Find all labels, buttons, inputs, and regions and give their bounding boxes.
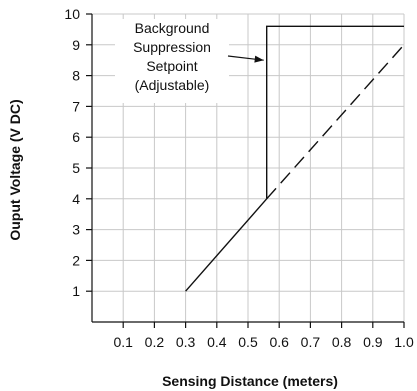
y-tick-label: 8 bbox=[72, 68, 80, 84]
grid bbox=[92, 13, 405, 322]
annotation-arrowhead bbox=[254, 55, 264, 63]
x-tick-label: 0.1 bbox=[113, 334, 133, 350]
y-tick-label: 1 bbox=[72, 283, 80, 299]
y-tick-label: 5 bbox=[72, 160, 80, 176]
annotation-text-line: Background bbox=[135, 20, 210, 36]
y-tick-label: 2 bbox=[72, 252, 80, 268]
series-line-2 bbox=[266, 44, 405, 200]
annotation-background bbox=[115, 19, 229, 103]
annotation-text-line: (Adjustable) bbox=[135, 77, 210, 93]
y-tick-label: 9 bbox=[72, 37, 80, 53]
tick-labels: 1 2 3 4 5 6 7 8 9 10 0.1 0.2 0.3 0.4 0.5 0.6 0.7 0.8 0.9 1.… bbox=[64, 6, 414, 350]
annotations: Background Suppression Setpoint (Adjustable… bbox=[115, 19, 264, 103]
x-tick-label: 0.5 bbox=[238, 334, 258, 350]
y-tick-label: 7 bbox=[72, 98, 80, 114]
x-tick-label: 0.6 bbox=[269, 334, 289, 350]
x-tick-label: 0.8 bbox=[332, 334, 352, 350]
series-line-3 bbox=[266, 25, 404, 199]
series-line-1 bbox=[185, 198, 268, 292]
x-axis-title: Sensing Distance (meters) bbox=[162, 373, 338, 389]
x-tick-label: 0.2 bbox=[145, 334, 165, 350]
y-tick-label: 10 bbox=[64, 6, 80, 22]
axes bbox=[86, 13, 405, 328]
series bbox=[185, 25, 405, 292]
x-tick-label: 0.3 bbox=[176, 334, 196, 350]
x-tick-label: 0.9 bbox=[363, 334, 383, 350]
x-tick-label: 1.0 bbox=[394, 334, 414, 350]
x-tick-label: 0.4 bbox=[207, 334, 227, 350]
y-tick-label: 4 bbox=[72, 191, 80, 207]
y-tick-label: 3 bbox=[72, 222, 80, 238]
y-tick-label: 6 bbox=[72, 129, 80, 145]
annotation-text-line: Suppression bbox=[133, 39, 211, 55]
y-axis-title: Ouput Voltage (V DC) bbox=[7, 99, 23, 240]
annotation-text-line: Setpoint bbox=[146, 58, 197, 74]
x-tick-label: 0.7 bbox=[301, 334, 321, 350]
